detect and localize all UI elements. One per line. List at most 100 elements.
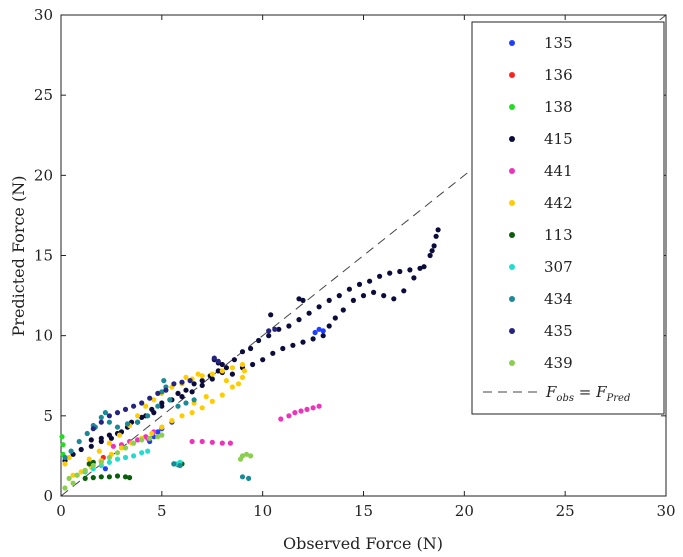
data-point [219, 392, 225, 398]
legend-marker [509, 232, 515, 238]
data-point [316, 304, 322, 310]
series-439 [62, 432, 254, 491]
legend-label: 415 [544, 130, 573, 148]
data-point [310, 405, 316, 411]
y-tick-label: 0 [43, 487, 53, 505]
data-point [183, 387, 189, 393]
data-point [82, 475, 88, 481]
data-point [296, 317, 302, 323]
data-point [237, 456, 244, 462]
data-point [199, 405, 205, 411]
data-point [209, 398, 215, 404]
data-point [290, 342, 296, 348]
data-point [248, 453, 254, 459]
data-point [276, 326, 282, 332]
legend-marker [509, 104, 515, 110]
x-tick-label: 15 [354, 502, 373, 520]
data-point [90, 462, 96, 469]
data-point [135, 413, 141, 419]
data-point [106, 413, 112, 419]
data-point [179, 394, 185, 400]
legend-label: 113 [544, 226, 573, 244]
data-point [191, 381, 197, 387]
data-point [131, 403, 137, 409]
data-point [139, 414, 145, 420]
data-point [346, 286, 352, 292]
data-point [167, 397, 173, 403]
legend-label: 434 [544, 290, 573, 308]
data-point [131, 440, 137, 446]
legend-label: 442 [544, 194, 573, 212]
legend-marker [509, 296, 515, 302]
series-138 [59, 434, 66, 457]
data-point [183, 374, 189, 380]
data-point [421, 264, 427, 270]
data-point [332, 315, 338, 321]
data-point [360, 293, 367, 299]
data-point [320, 328, 326, 334]
data-point [266, 333, 272, 339]
data-point [203, 394, 209, 400]
x-tick-label: 30 [656, 502, 675, 520]
data-point [199, 378, 205, 384]
data-point [219, 440, 225, 446]
data-point [183, 400, 189, 406]
data-point [381, 293, 387, 299]
data-point [187, 378, 193, 384]
data-point [159, 403, 165, 409]
data-point [367, 278, 373, 284]
legend-item: 113 [509, 226, 573, 244]
data-point [159, 424, 165, 430]
legend-item: 435 [509, 322, 573, 340]
data-point [306, 310, 312, 316]
data-point [189, 389, 195, 395]
data-point [179, 379, 185, 385]
data-point [145, 413, 151, 419]
data-point [118, 445, 125, 451]
data-point [106, 432, 112, 438]
legend-marker [509, 360, 515, 366]
data-point [76, 438, 82, 445]
data-point [268, 312, 274, 318]
y-tick-label: 25 [34, 86, 53, 104]
legend-label: 307 [544, 258, 573, 276]
legend-label: 138 [544, 98, 573, 116]
data-point [350, 297, 356, 303]
data-point [298, 408, 304, 414]
data-point [114, 410, 121, 416]
legend-item: 136 [509, 66, 573, 84]
data-point [106, 474, 112, 480]
data-point [336, 293, 342, 299]
legend-item: 415 [509, 130, 573, 148]
data-point [215, 368, 221, 374]
series-135 [102, 326, 326, 472]
legend-marker [509, 40, 515, 46]
data-point [417, 265, 423, 271]
data-point [431, 243, 437, 249]
data-point [122, 406, 129, 412]
data-point [292, 410, 298, 416]
data-point [199, 382, 205, 388]
data-point [229, 384, 235, 390]
data-point [106, 419, 112, 425]
legend-item: 439 [509, 354, 573, 372]
data-point [401, 288, 407, 294]
legend-marker [509, 168, 515, 174]
data-point [155, 429, 161, 435]
data-point [122, 454, 129, 461]
data-point [135, 437, 141, 443]
data-point [340, 307, 346, 313]
legend-label: 135 [544, 34, 573, 52]
data-point [312, 329, 318, 336]
legend-label: 136 [544, 66, 573, 84]
data-point [102, 466, 108, 472]
data-point [96, 448, 102, 454]
legend-item: 434 [509, 290, 573, 308]
data-point [98, 414, 104, 420]
data-point [106, 440, 112, 446]
data-point [163, 387, 169, 393]
data-point [239, 349, 246, 355]
data-point [98, 419, 104, 425]
data-point [199, 373, 205, 379]
